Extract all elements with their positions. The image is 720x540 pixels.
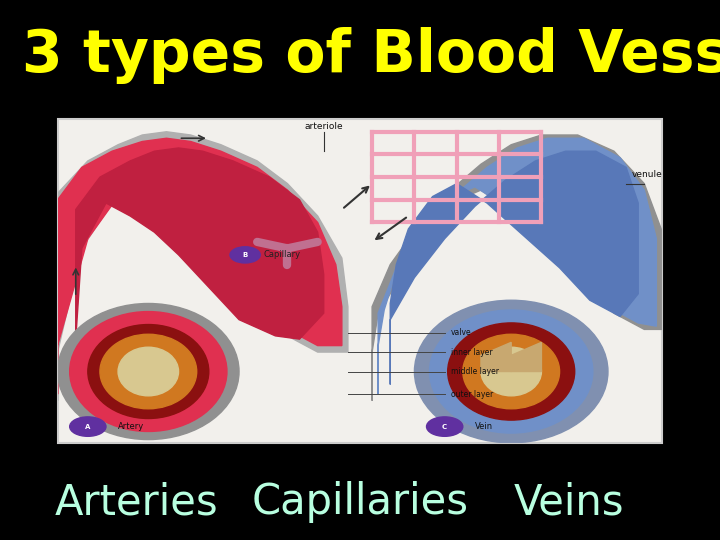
Text: Artery: Artery [118, 422, 144, 431]
Polygon shape [76, 148, 324, 388]
Text: Arteries: Arteries [55, 481, 219, 523]
Circle shape [230, 247, 260, 263]
Ellipse shape [463, 334, 559, 409]
Polygon shape [511, 342, 541, 372]
Polygon shape [58, 138, 342, 394]
Text: A: A [85, 423, 91, 430]
Text: B: B [243, 252, 248, 258]
Text: arteriole: arteriole [305, 122, 343, 131]
Ellipse shape [58, 303, 239, 440]
Polygon shape [372, 135, 662, 401]
Ellipse shape [70, 312, 227, 431]
Text: Veins: Veins [513, 481, 624, 523]
Circle shape [70, 417, 106, 436]
Ellipse shape [481, 347, 541, 396]
Text: middle layer: middle layer [451, 367, 499, 376]
Text: C: C [442, 423, 447, 430]
Text: Capillaries: Capillaries [251, 481, 469, 523]
Polygon shape [481, 342, 511, 372]
Ellipse shape [430, 310, 593, 433]
Text: 3 types of Blood Vessels: 3 types of Blood Vessels [22, 27, 720, 84]
Text: venule: venule [632, 170, 663, 179]
Polygon shape [378, 138, 657, 394]
Circle shape [426, 417, 463, 436]
Polygon shape [58, 132, 348, 401]
Text: Vein: Vein [475, 422, 493, 431]
Ellipse shape [88, 325, 209, 418]
Ellipse shape [448, 323, 575, 420]
Text: inner layer: inner layer [451, 348, 492, 356]
Text: Capillary: Capillary [264, 251, 300, 259]
Text: outer layer: outer layer [451, 390, 493, 399]
Ellipse shape [100, 334, 197, 409]
Ellipse shape [415, 300, 608, 443]
Ellipse shape [118, 347, 179, 396]
Text: valve: valve [451, 328, 472, 337]
Bar [58, 119, 662, 443]
Polygon shape [390, 151, 638, 384]
